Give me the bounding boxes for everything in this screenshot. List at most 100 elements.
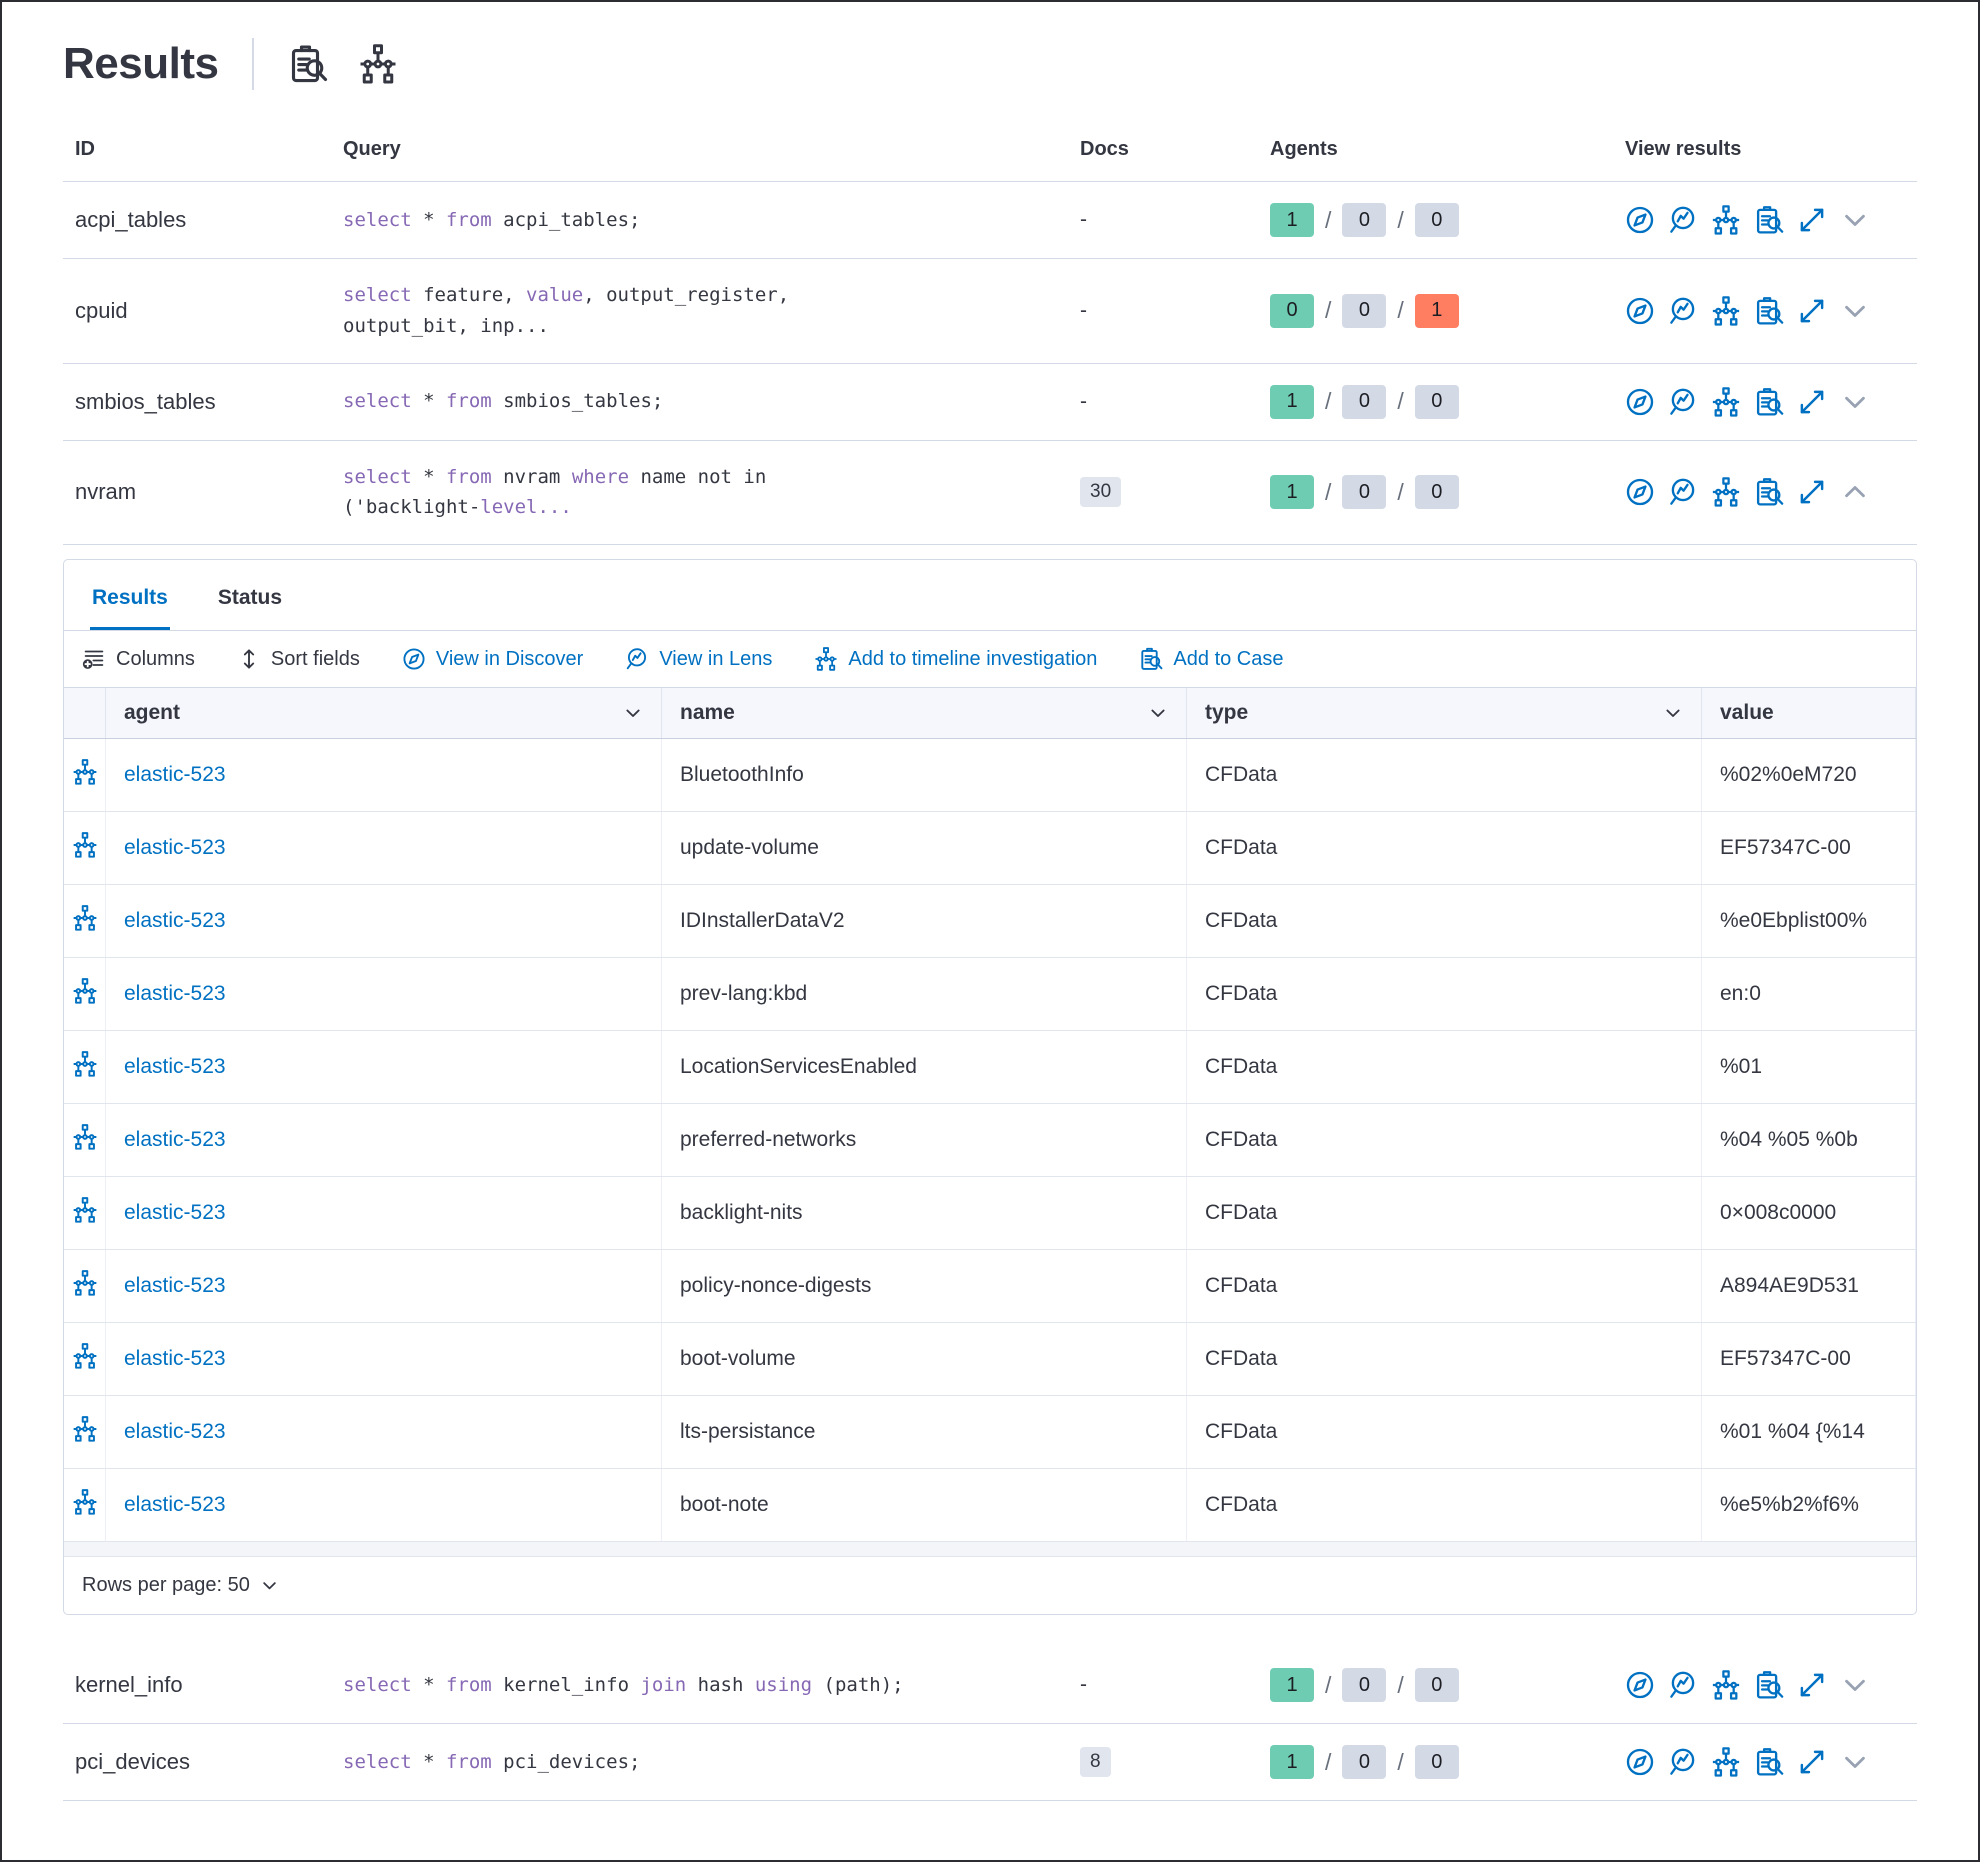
row-timeline-icon[interactable] bbox=[64, 1323, 106, 1396]
row-timeline-icon[interactable] bbox=[64, 885, 106, 958]
add-to-case-icon[interactable] bbox=[1754, 296, 1784, 326]
toggle-row-chevron-icon[interactable] bbox=[1840, 477, 1870, 507]
agent-link[interactable]: elastic-523 bbox=[124, 1201, 226, 1225]
grid-column-value[interactable]: value bbox=[1702, 688, 1916, 739]
sql-keyword: select bbox=[343, 390, 412, 413]
add-to-case-icon[interactable] bbox=[1754, 387, 1784, 417]
column-header-query: Query bbox=[343, 138, 401, 160]
type-cell: CFData bbox=[1187, 1250, 1702, 1323]
view-in-discover-icon[interactable] bbox=[1625, 387, 1655, 417]
view-in-lens-icon[interactable] bbox=[1668, 1670, 1698, 1700]
view-in-discover-icon[interactable] bbox=[1625, 296, 1655, 326]
agent-link[interactable]: elastic-523 bbox=[124, 1128, 226, 1152]
view-in-discover-button[interactable]: View in Discover bbox=[402, 647, 583, 671]
expanded-results-panel: Results Status Columns Sort fields View in … bbox=[63, 559, 1917, 1616]
toolbar-label: Columns bbox=[116, 647, 195, 670]
add-to-timeline-investigation-button[interactable]: Add to timeline investigation bbox=[814, 647, 1097, 671]
grid-column-label: value bbox=[1720, 701, 1774, 725]
type-cell: CFData bbox=[1187, 1323, 1702, 1396]
add-to-timeline-icon[interactable] bbox=[1711, 295, 1741, 326]
docs-count: 30 bbox=[1080, 477, 1270, 508]
view-in-lens-icon[interactable] bbox=[1668, 205, 1698, 235]
agent-link[interactable]: elastic-523 bbox=[124, 1274, 226, 1298]
grid-column-type[interactable]: type bbox=[1187, 688, 1702, 739]
view-in-lens-button[interactable]: View in Lens bbox=[625, 647, 772, 671]
rows-per-page[interactable]: Rows per page: 50 bbox=[82, 1574, 250, 1597]
columns-icon bbox=[82, 647, 106, 671]
grid-row: elastic-523 preferred-networks CFData %0… bbox=[64, 1104, 1916, 1178]
add-to-case-icon[interactable] bbox=[1754, 205, 1784, 235]
toggle-row-chevron-icon[interactable] bbox=[1840, 205, 1870, 235]
view-in-discover-icon[interactable] bbox=[1625, 477, 1655, 507]
column-sort-chevron-icon[interactable] bbox=[623, 703, 643, 723]
clipboard-search-icon[interactable] bbox=[288, 44, 328, 84]
grid-row: elastic-523 update-volume CFData EF57347… bbox=[64, 812, 1916, 886]
sql-keyword: from bbox=[445, 1750, 492, 1773]
add-to-case-icon[interactable] bbox=[1754, 1747, 1784, 1777]
expand-icon[interactable] bbox=[1797, 1747, 1827, 1777]
expand-icon[interactable] bbox=[1797, 296, 1827, 326]
tab-status[interactable]: Status bbox=[216, 584, 284, 630]
view-in-discover-icon[interactable] bbox=[1625, 205, 1655, 235]
agent-link[interactable]: elastic-523 bbox=[124, 1055, 226, 1079]
grid-column-label: type bbox=[1205, 701, 1249, 725]
sort-fields-button[interactable]: Sort fields bbox=[237, 647, 360, 671]
add-to-timeline-icon[interactable] bbox=[1711, 386, 1741, 417]
timeline-icon[interactable] bbox=[358, 44, 398, 84]
expand-icon[interactable] bbox=[1797, 387, 1827, 417]
row-timeline-icon[interactable] bbox=[64, 1031, 106, 1104]
column-sort-chevron-icon[interactable] bbox=[1663, 703, 1683, 723]
agent-link[interactable]: elastic-523 bbox=[124, 836, 226, 860]
view-in-lens-icon[interactable] bbox=[1668, 477, 1698, 507]
row-timeline-icon[interactable] bbox=[64, 1469, 106, 1542]
agents-status: 1 / 0 / 0 bbox=[1270, 384, 1625, 419]
value-cell: EF57347C-00 bbox=[1702, 812, 1916, 885]
row-timeline-icon[interactable] bbox=[64, 739, 106, 812]
toggle-row-chevron-icon[interactable] bbox=[1840, 387, 1870, 417]
agent-link[interactable]: elastic-523 bbox=[124, 1493, 226, 1517]
expand-icon[interactable] bbox=[1797, 205, 1827, 235]
view-in-lens-icon[interactable] bbox=[1668, 1747, 1698, 1777]
tab-results[interactable]: Results bbox=[90, 584, 170, 630]
agent-link[interactable]: elastic-523 bbox=[124, 982, 226, 1006]
row-timeline-icon[interactable] bbox=[64, 1396, 106, 1469]
expand-icon[interactable] bbox=[1797, 477, 1827, 507]
sql-text: * bbox=[411, 465, 446, 488]
column-sort-chevron-icon[interactable] bbox=[1148, 703, 1168, 723]
row-timeline-icon[interactable] bbox=[64, 1104, 106, 1177]
sql-text: , output_register, output_bit, inp... bbox=[343, 284, 790, 337]
agent-link[interactable]: elastic-523 bbox=[124, 909, 226, 933]
add-to-case-icon[interactable] bbox=[1754, 477, 1784, 507]
toggle-row-chevron-icon[interactable] bbox=[1840, 296, 1870, 326]
expand-icon[interactable] bbox=[1797, 1670, 1827, 1700]
agent-count-badge-gray: 0 bbox=[1414, 1745, 1459, 1780]
rows-per-page-chevron-icon[interactable] bbox=[260, 1576, 279, 1595]
grid-column-name[interactable]: name bbox=[662, 688, 1187, 739]
add-to-case-icon[interactable] bbox=[1754, 1670, 1784, 1700]
sql-text: * bbox=[411, 390, 446, 413]
row-timeline-icon[interactable] bbox=[64, 958, 106, 1031]
view-in-discover-icon[interactable] bbox=[1625, 1747, 1655, 1777]
agents-slash: / bbox=[1397, 297, 1404, 324]
view-in-lens-icon[interactable] bbox=[1668, 387, 1698, 417]
add-to-case-button[interactable]: Add to Case bbox=[1139, 647, 1284, 671]
agent-link[interactable]: elastic-523 bbox=[124, 1420, 226, 1444]
view-in-discover-icon[interactable] bbox=[1625, 1670, 1655, 1700]
nvram-name-cell: policy-nonce-digests bbox=[662, 1250, 1187, 1323]
agent-link[interactable]: elastic-523 bbox=[124, 763, 226, 787]
columns-button[interactable]: Columns bbox=[82, 647, 195, 671]
row-timeline-icon[interactable] bbox=[64, 1250, 106, 1323]
add-to-timeline-icon[interactable] bbox=[1711, 205, 1741, 235]
toggle-row-chevron-icon[interactable] bbox=[1840, 1747, 1870, 1777]
toggle-row-chevron-icon[interactable] bbox=[1840, 1670, 1870, 1700]
grid-column-agent[interactable]: agent bbox=[106, 688, 662, 739]
agent-link[interactable]: elastic-523 bbox=[124, 1347, 226, 1371]
row-timeline-icon[interactable] bbox=[64, 1177, 106, 1250]
view-in-lens-icon[interactable] bbox=[1668, 296, 1698, 326]
agent-count-badge-green: 1 bbox=[1270, 1668, 1314, 1703]
add-to-timeline-icon[interactable] bbox=[1711, 1747, 1741, 1777]
add-to-timeline-icon[interactable] bbox=[1711, 477, 1741, 507]
add-to-timeline-icon[interactable] bbox=[1711, 1670, 1741, 1700]
row-timeline-icon[interactable] bbox=[64, 812, 106, 885]
sql-text: * bbox=[411, 208, 446, 231]
